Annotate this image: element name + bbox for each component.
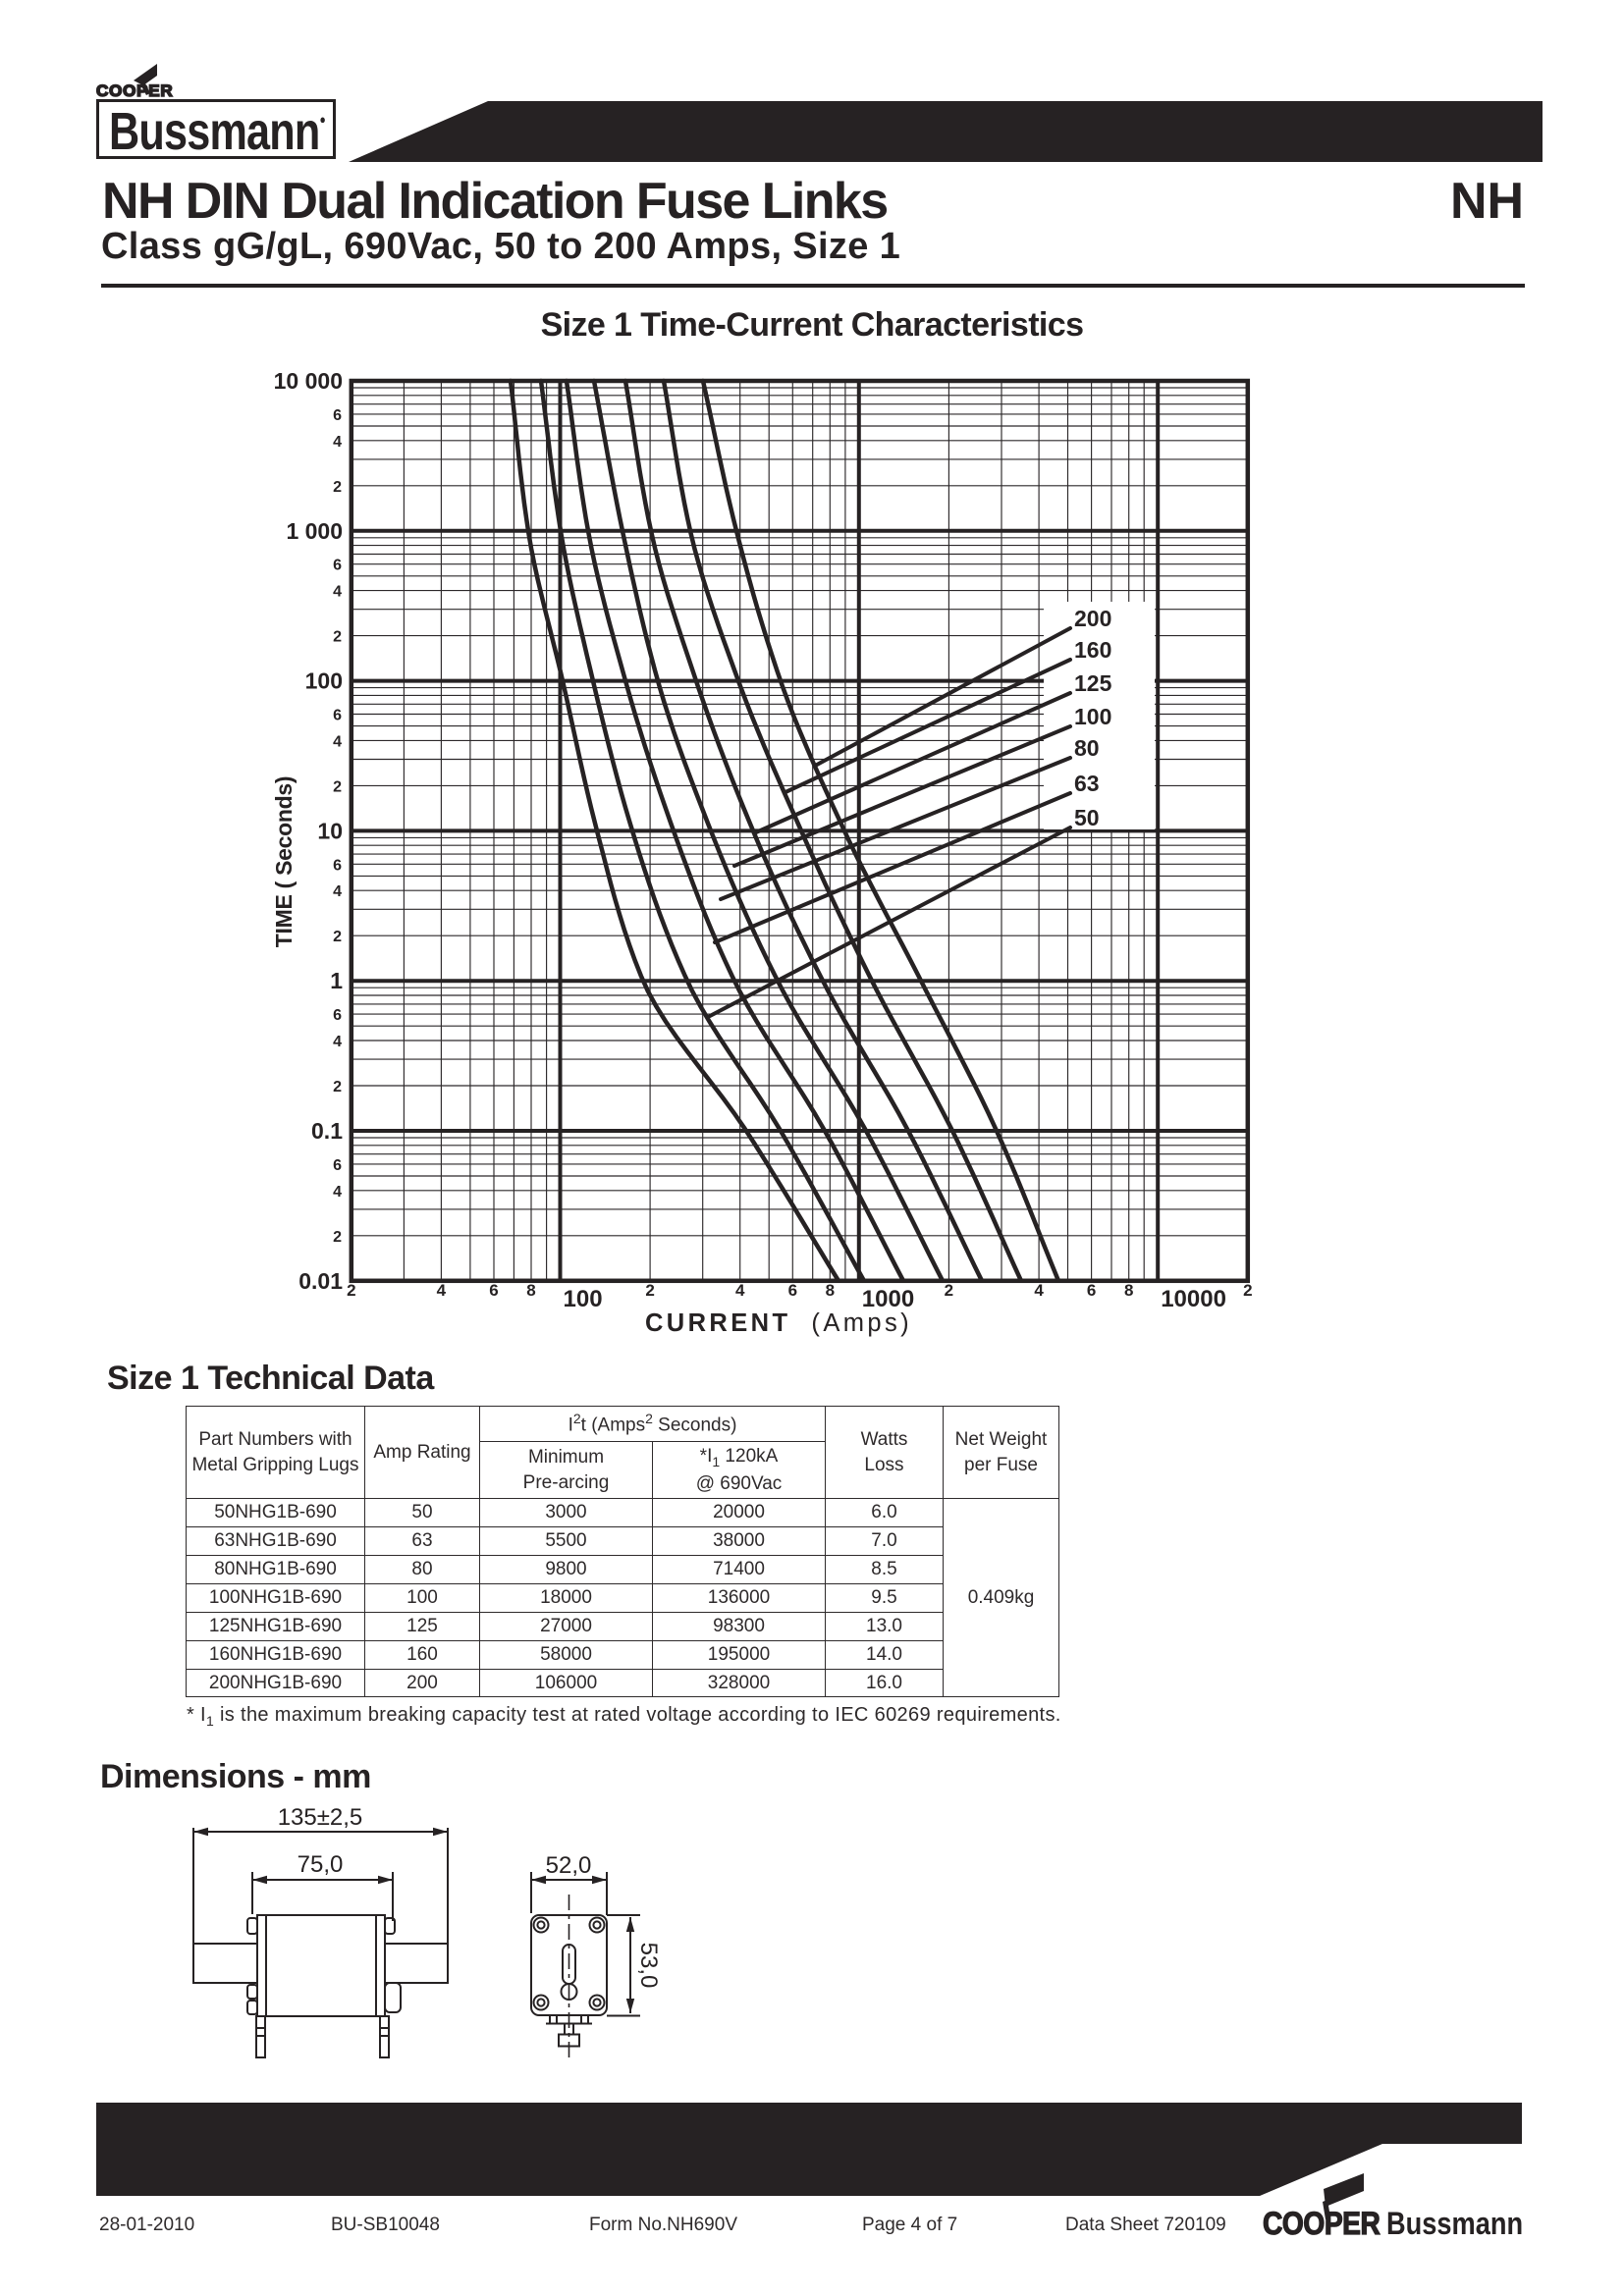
svg-text:6: 6 [489, 1281, 498, 1300]
svg-text:10000: 10000 [1161, 1286, 1226, 1312]
svg-text:0.1: 0.1 [311, 1118, 343, 1144]
svg-text:8: 8 [826, 1281, 835, 1300]
svg-text:10 000: 10 000 [274, 368, 343, 394]
svg-text:4: 4 [333, 434, 342, 451]
svg-text:2: 2 [1243, 1281, 1252, 1300]
svg-text:135±2,5: 135±2,5 [278, 1806, 363, 1831]
svg-text:50: 50 [1074, 805, 1100, 830]
svg-text:6: 6 [1087, 1281, 1096, 1300]
svg-text:4: 4 [333, 733, 342, 750]
svg-text:4: 4 [437, 1281, 447, 1300]
svg-text:4: 4 [333, 1034, 342, 1050]
svg-text:2: 2 [333, 929, 342, 945]
svg-text:2: 2 [333, 778, 342, 795]
svg-text:4: 4 [1034, 1281, 1044, 1300]
svg-text:2: 2 [347, 1281, 355, 1300]
svg-text:2: 2 [333, 479, 342, 496]
svg-text:6: 6 [333, 1157, 342, 1174]
svg-text:8: 8 [1124, 1281, 1133, 1300]
svg-text:6: 6 [333, 708, 342, 724]
svg-text:2: 2 [333, 1079, 342, 1095]
svg-text:1: 1 [330, 968, 343, 993]
svg-text:100: 100 [305, 668, 343, 694]
svg-text:10: 10 [317, 818, 343, 843]
svg-text:6: 6 [333, 407, 342, 424]
svg-text:4: 4 [735, 1281, 745, 1300]
svg-text:CURRENT (Amps): CURRENT (Amps) [645, 1309, 912, 1337]
svg-text:100: 100 [1074, 704, 1111, 729]
svg-text:2: 2 [645, 1281, 654, 1300]
svg-text:63: 63 [1074, 771, 1100, 796]
svg-text:Size 1 Time-Current Characteri: Size 1 Time-Current Characteristics [541, 306, 1084, 344]
svg-text:200: 200 [1074, 606, 1111, 631]
svg-text:COOPER: COOPER [96, 81, 173, 100]
svg-text:100: 100 [564, 1286, 603, 1312]
svg-text:4: 4 [333, 883, 342, 900]
svg-text:2: 2 [333, 1229, 342, 1246]
svg-text:2: 2 [945, 1281, 953, 1300]
svg-text:2: 2 [333, 629, 342, 646]
svg-text:8: 8 [526, 1281, 535, 1300]
svg-text:6: 6 [333, 1007, 342, 1024]
svg-text:0.01: 0.01 [298, 1268, 343, 1294]
svg-text:4: 4 [333, 584, 342, 601]
svg-text:160: 160 [1074, 637, 1111, 663]
svg-text:52,0: 52,0 [546, 1852, 592, 1879]
svg-text:53,0: 53,0 [635, 1943, 662, 1989]
svg-text:6: 6 [788, 1281, 797, 1300]
svg-text:TIME ( Seconds): TIME ( Seconds) [271, 776, 297, 947]
svg-text:6: 6 [333, 558, 342, 574]
svg-text:1 000: 1 000 [286, 518, 343, 544]
svg-text:80: 80 [1074, 735, 1100, 761]
svg-text:125: 125 [1074, 670, 1112, 696]
svg-text:6: 6 [333, 857, 342, 874]
svg-text:4: 4 [333, 1184, 342, 1201]
svg-text:1000: 1000 [862, 1286, 914, 1312]
svg-text:75,0: 75,0 [298, 1851, 344, 1878]
